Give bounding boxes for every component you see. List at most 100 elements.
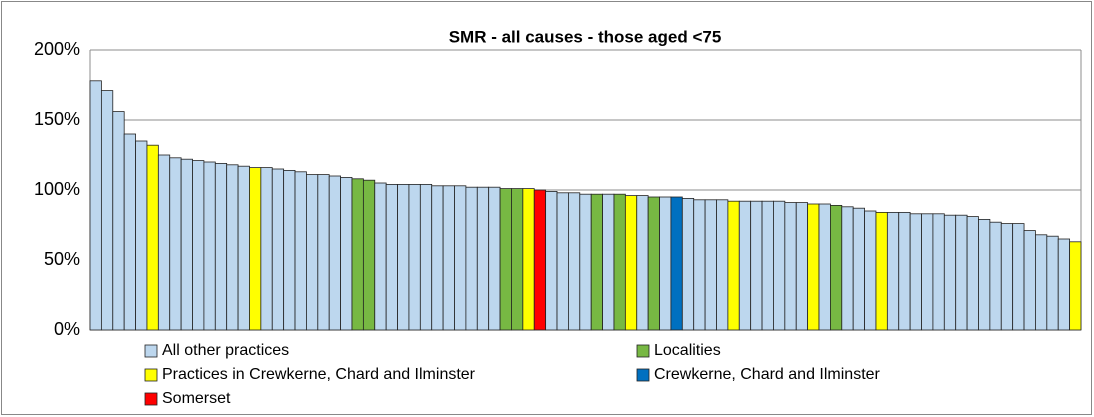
bar (966, 216, 979, 331)
bar (841, 206, 854, 331)
bar (556, 192, 569, 331)
y-tick-label: 200% (34, 39, 80, 59)
legend-label: All other practices (162, 342, 289, 359)
bar (294, 171, 307, 331)
bar (260, 167, 273, 331)
bar (1035, 234, 1048, 331)
bar (180, 158, 193, 331)
bar (864, 210, 877, 331)
bar (522, 188, 535, 331)
bar (1057, 238, 1071, 331)
bar (579, 193, 592, 331)
bar (226, 164, 239, 331)
bar (408, 183, 421, 331)
bar (385, 183, 398, 331)
bar (1046, 235, 1059, 331)
bar (738, 200, 752, 331)
bar (568, 192, 581, 331)
bar (784, 202, 797, 331)
bar (89, 80, 102, 331)
legend-swatch (144, 392, 158, 406)
legend-swatch (636, 368, 650, 382)
bar (533, 189, 547, 331)
bar (875, 211, 888, 331)
bar (978, 218, 991, 331)
bar (807, 203, 820, 331)
legend-swatch (636, 344, 650, 358)
bar (624, 195, 638, 331)
bar (693, 199, 706, 331)
legend-label: Crewkerne, Chard and Ilminster (654, 366, 881, 383)
bar (476, 186, 490, 331)
bar (989, 221, 1002, 331)
legend-label: Practices in Crewkerne, Chard and Ilmins… (162, 366, 476, 383)
bar (362, 179, 376, 331)
bar (659, 196, 672, 331)
bar (237, 165, 250, 331)
bar (271, 168, 285, 331)
bar (499, 188, 512, 331)
bar (192, 160, 205, 331)
bar (1012, 223, 1025, 331)
bar (100, 90, 114, 331)
chart-title: SMR - all causes - those aged <75 (449, 27, 722, 46)
y-tick-label: 0% (54, 319, 80, 339)
bar (317, 174, 330, 331)
bar (442, 185, 455, 331)
bar (795, 202, 809, 331)
bar (465, 186, 478, 331)
bar (716, 199, 729, 331)
bar (613, 193, 626, 331)
bar (214, 162, 228, 331)
legend-label: Somerset (162, 390, 231, 407)
legend-swatch (144, 344, 158, 358)
bar (146, 144, 159, 331)
bar (704, 199, 717, 331)
y-tick-label: 50% (44, 249, 80, 269)
bar (454, 185, 467, 331)
bar (157, 154, 171, 331)
bar (647, 196, 660, 331)
bar (340, 176, 353, 331)
bar (670, 196, 683, 331)
bar (203, 161, 216, 331)
bar (545, 190, 558, 331)
bar (852, 207, 865, 331)
bar (1023, 230, 1036, 331)
bar (590, 193, 603, 331)
bar (419, 183, 433, 331)
bar (169, 157, 182, 331)
bar (761, 200, 774, 331)
bar (249, 167, 262, 331)
bar (602, 193, 615, 331)
bar (921, 213, 934, 331)
bar (1000, 223, 1014, 331)
bar (932, 213, 945, 331)
bar (397, 183, 410, 331)
bar (750, 200, 763, 331)
bar (943, 214, 957, 331)
y-tick-label: 150% (34, 109, 80, 129)
bar (123, 133, 136, 331)
bar (909, 213, 922, 331)
bar (636, 195, 649, 331)
bar (1069, 241, 1082, 331)
bar (306, 174, 319, 331)
bar (773, 200, 786, 331)
bar (681, 197, 695, 331)
bar (283, 169, 296, 331)
bar (955, 214, 968, 331)
bar (898, 211, 911, 331)
legend-swatch (144, 368, 158, 382)
bar (727, 200, 740, 331)
bar (374, 182, 387, 331)
bar (351, 178, 364, 331)
bar (112, 111, 125, 331)
y-tick-label: 100% (34, 179, 80, 199)
bar (818, 203, 831, 331)
legend-label: Localities (654, 342, 721, 359)
bar (135, 140, 148, 331)
bar (511, 188, 524, 331)
bar (488, 186, 501, 331)
